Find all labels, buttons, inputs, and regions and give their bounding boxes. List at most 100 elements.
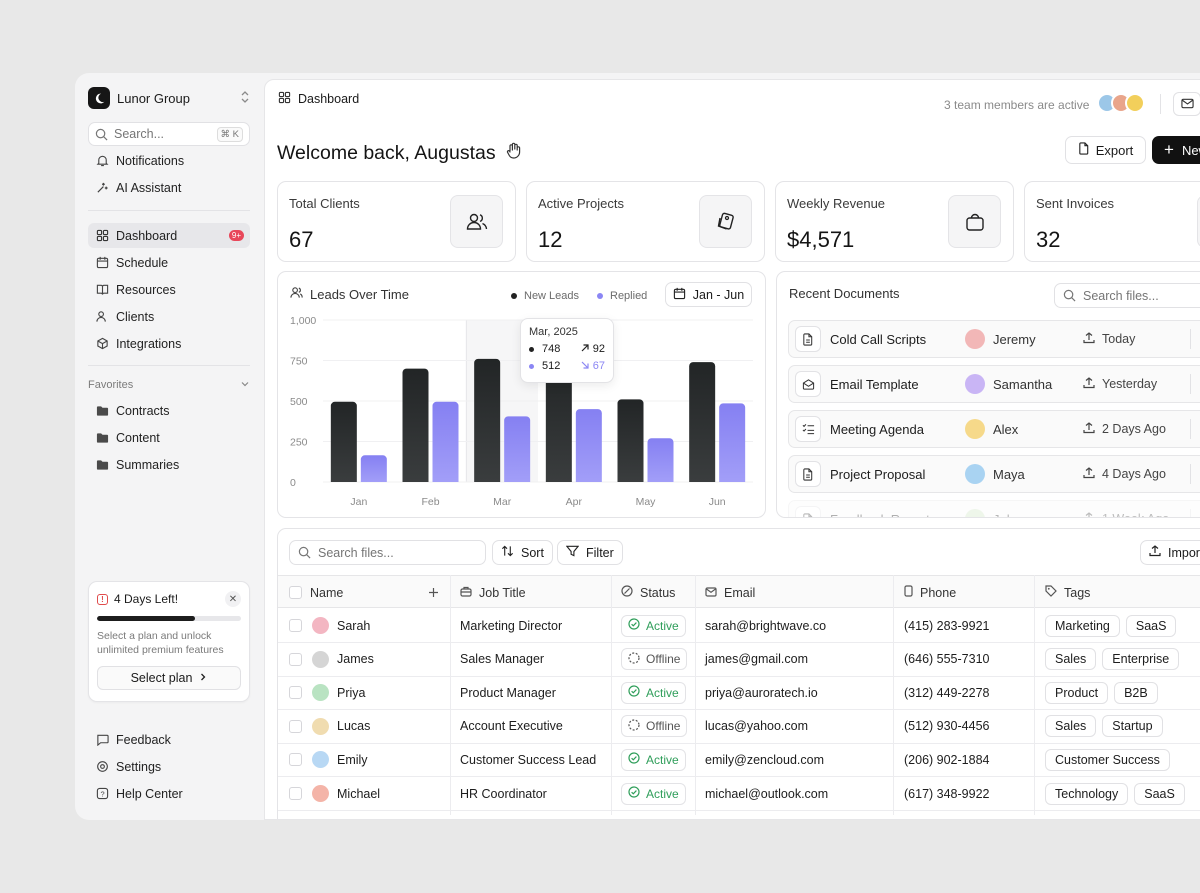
- column-header-job[interactable]: Job Title: [460, 576, 526, 609]
- tag[interactable]: B2B: [1114, 681, 1158, 704]
- tag[interactable]: Customer Success: [1045, 748, 1170, 771]
- help-icon: ?: [95, 787, 109, 801]
- inbox-button[interactable]: [1173, 92, 1200, 116]
- row-checkbox[interactable]: [289, 743, 302, 776]
- row-checkbox[interactable]: [289, 777, 302, 810]
- stat-card-active-projects[interactable]: Active Projects 12: [526, 181, 765, 262]
- row-checkbox[interactable]: [289, 676, 302, 709]
- email-cell[interactable]: emily@zencloud.com: [705, 752, 824, 767]
- sidebar-item-schedule[interactable]: Schedule: [88, 250, 250, 275]
- table-row[interactable]: Sarah Marketing Director Active sarah@brigh…: [278, 609, 1200, 643]
- sidebar-item-resources[interactable]: Resources: [88, 277, 250, 302]
- document-row[interactable]: Meeting Agenda Alex 2 Days Ago: [788, 410, 1200, 448]
- bar-replied-may[interactable]: [647, 438, 674, 482]
- bar-new-leads-jan[interactable]: [330, 401, 357, 482]
- email-cell[interactable]: james@gmail.com: [705, 652, 808, 667]
- sidebar-item-help[interactable]: ? Help Center: [88, 781, 250, 806]
- tag[interactable]: Startup: [1102, 715, 1163, 738]
- sidebar-item-settings[interactable]: Settings: [88, 754, 250, 779]
- column-header-email[interactable]: Email: [705, 576, 755, 609]
- tag[interactable]: SaaS: [1134, 782, 1185, 805]
- add-column-icon[interactable]: [428, 576, 439, 609]
- export-button[interactable]: Export: [1065, 136, 1146, 164]
- email-cell[interactable]: michael@outlook.com: [705, 786, 829, 801]
- tag[interactable]: Enterprise: [1102, 648, 1180, 671]
- tags-cell: Product B2B: [1045, 676, 1164, 709]
- bar-new-leads-apr[interactable]: [545, 366, 572, 482]
- table-search-input[interactable]: [318, 545, 428, 560]
- bar-new-leads-mar[interactable]: [474, 358, 501, 482]
- bar-new-leads-may[interactable]: [617, 399, 644, 482]
- tag[interactable]: Product: [1045, 681, 1109, 704]
- column-header-name[interactable]: Name: [310, 576, 343, 609]
- tags-cell: Customer Success: [1045, 743, 1176, 776]
- email-cell[interactable]: sarah@brightwave.co: [705, 618, 827, 633]
- select-all-checkbox[interactable]: [289, 576, 302, 609]
- tag[interactable]: Sales: [1045, 648, 1097, 671]
- import-button[interactable]: Import: [1140, 540, 1200, 565]
- document-row[interactable]: Project Proposal Maya 4 Days Ago: [788, 455, 1200, 493]
- stat-card-weekly-revenue[interactable]: Weekly Revenue $4,571: [775, 181, 1014, 262]
- document-date: Today: [1083, 331, 1135, 347]
- bar-new-leads-feb[interactable]: [402, 368, 429, 482]
- bar-new-leads-jun[interactable]: [689, 362, 716, 482]
- tag[interactable]: Sales: [1045, 715, 1097, 738]
- sort-button[interactable]: Sort: [492, 540, 553, 565]
- avatar: [312, 617, 329, 634]
- table-row[interactable]: Lucas Account Executive Offline lucas@yahoo…: [278, 710, 1200, 744]
- document-row[interactable]: Email Template Samantha Yesterday: [788, 365, 1200, 403]
- tag[interactable]: Marketing: [1045, 614, 1120, 637]
- sidebar-item-clients[interactable]: Clients: [88, 304, 250, 329]
- team-avatars[interactable]: [1097, 93, 1145, 113]
- email-cell[interactable]: priya@auroratech.io: [705, 685, 818, 700]
- table-row[interactable]: Emily Customer Success Lead Active emily@ze…: [278, 743, 1200, 778]
- email-cell[interactable]: lucas@yahoo.com: [705, 719, 809, 734]
- bar-replied-feb[interactable]: [432, 401, 459, 482]
- table-search[interactable]: [289, 540, 486, 565]
- document-date: 4 Days Ago: [1083, 466, 1166, 482]
- breadcrumb[interactable]: Dashboard: [278, 91, 359, 107]
- table-row[interactable]: Michael HR Coordinator Active michael@outlo…: [278, 777, 1200, 811]
- sidebar-item-dashboard[interactable]: Dashboard 9+: [88, 223, 250, 248]
- row-checkbox[interactable]: [289, 643, 302, 676]
- bar-replied-jan[interactable]: [360, 455, 387, 482]
- sidebar-item-integrations[interactable]: Integrations: [88, 331, 250, 356]
- bar-replied-mar[interactable]: [504, 416, 531, 482]
- documents-search[interactable]: [1054, 283, 1200, 308]
- row-checkbox[interactable]: [289, 710, 302, 743]
- stat-card-total-clients[interactable]: Total Clients 67: [277, 181, 516, 262]
- chevron-updown-icon[interactable]: [240, 90, 250, 106]
- chevron-down-icon[interactable]: [240, 379, 250, 392]
- stat-card-sent-invoices[interactable]: Sent Invoices 32: [1024, 181, 1200, 262]
- sidebar-item-feedback[interactable]: Feedback: [88, 727, 250, 752]
- tag[interactable]: SaaS: [1125, 614, 1177, 637]
- favorites-header[interactable]: Favorites: [88, 379, 250, 392]
- table-row[interactable]: James Sales Manager Offline james@gmail.com…: [278, 643, 1200, 677]
- legend-replied[interactable]: Replied: [597, 290, 647, 302]
- column-header-tags[interactable]: Tags: [1045, 576, 1090, 609]
- sidebar-item-notifications[interactable]: Notifications: [88, 148, 250, 173]
- column-header-phone[interactable]: Phone: [904, 576, 956, 609]
- close-icon[interactable]: ✕: [225, 591, 241, 607]
- document-row[interactable]: Cold Call Scripts Jeremy Today: [788, 320, 1200, 358]
- document-row[interactable]: Feedback Report John 1 Week Ago: [788, 500, 1200, 517]
- sidebar-item-content[interactable]: Content: [88, 425, 250, 450]
- org-switcher[interactable]: Lunor Group: [88, 87, 250, 109]
- table-row[interactable]: Priya Product Manager Active priya@aurorate…: [278, 676, 1200, 711]
- date-range-picker[interactable]: Jan - Jun: [665, 282, 752, 307]
- sidebar-search-input[interactable]: [114, 127, 214, 141]
- new-button[interactable]: + New: [1152, 136, 1200, 164]
- row-checkbox[interactable]: [289, 609, 302, 642]
- sidebar-item-contracts[interactable]: Contracts: [88, 398, 250, 423]
- select-plan-button[interactable]: Select plan: [97, 666, 241, 690]
- documents-search-input[interactable]: [1083, 288, 1193, 303]
- bar-replied-apr[interactable]: [575, 409, 602, 482]
- sidebar-item-summaries[interactable]: Summaries: [88, 452, 250, 477]
- tag[interactable]: Technology: [1045, 782, 1129, 805]
- sidebar-item-ai-assistant[interactable]: AI Assistant: [88, 175, 250, 200]
- bar-replied-jun[interactable]: [719, 403, 746, 482]
- filter-button[interactable]: Filter: [557, 540, 623, 565]
- column-header-status[interactable]: Status: [621, 576, 675, 609]
- legend-new-leads[interactable]: New Leads: [511, 290, 579, 302]
- sidebar-search[interactable]: ⌘ K: [88, 122, 250, 146]
